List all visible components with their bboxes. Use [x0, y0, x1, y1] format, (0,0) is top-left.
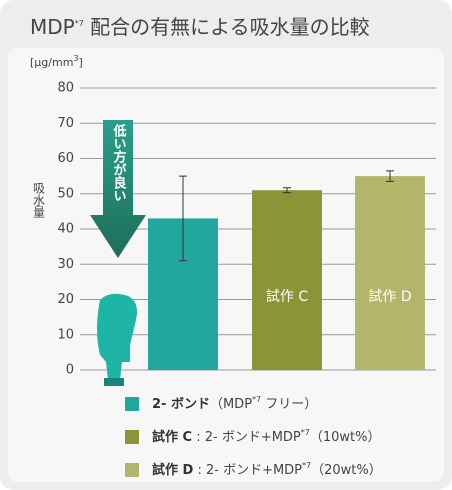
y-axis-label: 吸水量 — [32, 182, 46, 218]
error-bar — [283, 187, 291, 194]
annotation: 低い方が良い — [111, 123, 128, 202]
legend-label: 2- ボンド — [152, 396, 210, 412]
legend-swatch — [125, 397, 139, 411]
y-tick-label: 40 — [57, 222, 74, 237]
figurine-base — [104, 378, 124, 386]
text-part: ] — [79, 56, 83, 69]
text-part: （MDP — [210, 397, 252, 412]
legend-entry: 2- ボンド（MDP*7 フリー） — [152, 395, 317, 412]
unit-label: [μg/mm3] — [30, 54, 83, 69]
y-tick-label: 80 — [57, 81, 74, 96]
text-part: 3 — [73, 54, 78, 63]
legend-label: 試作 C — [152, 429, 192, 445]
text-part: : 2- ボンド+MDP — [193, 463, 302, 478]
y-tick-label: 30 — [57, 257, 74, 272]
y-tick-label: 60 — [57, 151, 74, 166]
bar-label: 試作 D — [368, 289, 411, 305]
arrow — [90, 120, 146, 258]
text-part: *7 — [301, 428, 310, 437]
error-bar — [386, 170, 394, 182]
legend-entry: 試作 D : 2- ボンド+MDP*7（20wt%） — [152, 461, 382, 478]
y-tick-label: 0 — [66, 363, 74, 378]
figurine-body — [97, 293, 137, 380]
text-part: [ — [30, 56, 34, 69]
legend-label: 試作 D — [152, 462, 194, 478]
bar — [252, 190, 322, 370]
bar — [355, 176, 425, 370]
chart-title: MDP*7 配合の有無による吸水量の比較 — [30, 15, 370, 39]
text-part: （20wt%） — [311, 463, 382, 478]
text-part: 配合の有無による吸水量の比較 — [84, 15, 370, 39]
text-part: μg/mm — [34, 56, 73, 69]
y-tick-label: 10 — [57, 327, 74, 342]
text-part: （10wt%） — [310, 430, 381, 445]
y-tick-label: 70 — [57, 116, 74, 131]
text-part: MDP — [30, 15, 75, 39]
figurine — [97, 293, 137, 386]
legend-swatch — [125, 430, 139, 444]
y-tick-label: 50 — [57, 186, 74, 201]
bar-label: 試作 C — [266, 289, 308, 305]
text-part: *7 — [75, 19, 84, 28]
text-part: *7 — [302, 461, 311, 470]
text-part: *7 — [252, 395, 261, 404]
legend-entry: 試作 C : 2- ボンド+MDP*7（10wt%） — [152, 428, 381, 445]
y-tick-label: 20 — [57, 292, 74, 307]
error-bar — [179, 175, 187, 262]
text-part: : 2- ボンド+MDP — [192, 430, 301, 445]
legend-swatch — [125, 463, 139, 477]
text-part: フリー） — [261, 397, 317, 412]
